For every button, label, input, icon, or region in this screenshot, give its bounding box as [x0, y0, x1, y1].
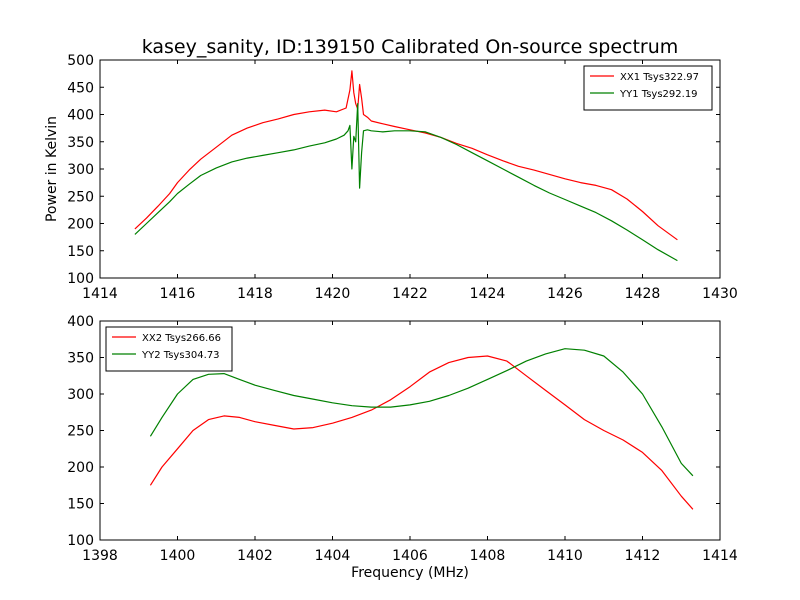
y-tick-label: 250 [67, 189, 94, 205]
legend-label: XX1 Tsys322.97 [620, 72, 699, 83]
plot-area [134, 70, 678, 262]
y-tick-label: 500 [67, 53, 94, 69]
x-tick-label: 1416 [160, 286, 196, 302]
legend-box [105, 326, 233, 372]
y-tick-label: 400 [67, 108, 94, 124]
x-tick-label: 1400 [160, 548, 196, 564]
x-tick-label: 1422 [392, 286, 428, 302]
legend-label: YY2 Tsys304.73 [141, 350, 220, 361]
x-axis-label: Frequency (MHz) [351, 565, 469, 581]
y-tick-label: 100 [67, 533, 94, 549]
x-tick-label: 1420 [315, 286, 351, 302]
y-tick-label: 250 [67, 424, 94, 440]
x-tick-label: 1428 [625, 286, 661, 302]
legend-label: XX2 Tsys266.66 [142, 333, 221, 344]
series-line-xx2 [149, 355, 694, 510]
legend: XX2 Tsys266.66 YY2 Tsys304.73 [105, 326, 233, 372]
y-tick-label: 400 [67, 314, 94, 330]
x-tick-label: 1412 [625, 548, 661, 564]
subplot-2: 1398 1400 1402 1404 1406 1408 1410 1412 1414 100 1… [67, 314, 738, 581]
x-tick-label: 1426 [547, 286, 583, 302]
legend-label: YY1 Tsys292.19 [619, 89, 698, 100]
y-tick-label: 150 [67, 497, 94, 513]
y-tick-label: 350 [67, 135, 94, 151]
x-tick-label: 1414 [82, 286, 118, 302]
x-tick-label: 1406 [392, 548, 428, 564]
x-tick-label: 1404 [315, 548, 351, 564]
x-tick-label: 1430 [702, 286, 738, 302]
x-tick-label: 1398 [82, 548, 118, 564]
y-tick-label: 100 [67, 271, 94, 287]
y-tick-label: 300 [67, 387, 94, 403]
y-tick-label: 450 [67, 80, 94, 96]
y-tick-label: 300 [67, 162, 94, 178]
plot-area [149, 348, 694, 510]
x-tick-label: 1424 [470, 286, 506, 302]
x-tick-label: 1402 [237, 548, 273, 564]
y-axis-label: Power in Kelvin [44, 116, 60, 222]
y-tick-label: 200 [67, 460, 94, 476]
x-tick-label: 1414 [702, 548, 738, 564]
series-line-yy2 [149, 348, 694, 477]
x-tick-label: 1418 [237, 286, 273, 302]
series-line-xx1 [134, 70, 678, 241]
x-tick-label: 1408 [470, 548, 506, 564]
legend-box [583, 65, 713, 111]
y-tick-label: 200 [67, 217, 94, 233]
chart-title: kasey_sanity, ID:139150 Calibrated On-so… [142, 36, 679, 58]
series-line-yy1 [134, 102, 678, 262]
chart-panels: 1414 1416 1418 1420 1422 1424 1426 1428 14301001… [44, 53, 738, 581]
subplot-1: 1414 1416 1418 1420 1422 1424 1426 1428 1430 100 1… [44, 53, 738, 302]
y-tick-label: 150 [67, 244, 94, 260]
y-tick-label: 350 [67, 351, 94, 367]
legend: XX1 Tsys322.97 YY1 Tsys292.19 [583, 65, 713, 111]
x-tick-label: 1410 [547, 548, 583, 564]
